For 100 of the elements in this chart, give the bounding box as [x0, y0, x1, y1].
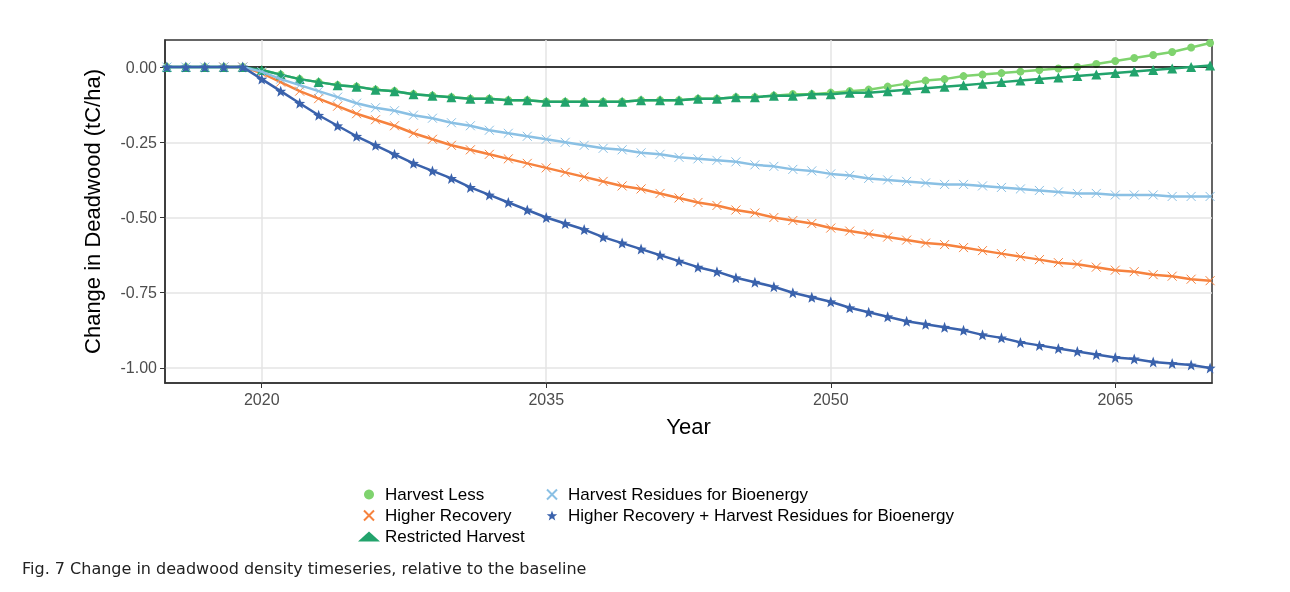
point	[825, 223, 836, 234]
point	[1167, 191, 1178, 202]
point	[787, 164, 798, 175]
point	[540, 212, 552, 224]
point	[996, 182, 1007, 193]
point	[484, 125, 495, 136]
point	[978, 70, 987, 79]
y-tick-label: -0.50	[120, 209, 158, 227]
point	[351, 108, 362, 119]
point	[407, 157, 419, 169]
point	[958, 324, 970, 336]
point	[1167, 63, 1178, 74]
y-tick-label: -0.25	[120, 133, 158, 151]
point	[1091, 262, 1102, 273]
point	[275, 85, 287, 97]
point	[1205, 191, 1216, 202]
point	[1053, 186, 1064, 197]
point	[1148, 269, 1159, 280]
point	[465, 120, 476, 131]
point	[959, 72, 968, 81]
point	[768, 212, 779, 223]
legend-label: Harvest Less	[385, 485, 485, 504]
point	[1111, 57, 1120, 66]
point	[1015, 251, 1026, 262]
point	[617, 180, 628, 191]
point	[389, 148, 401, 160]
point	[711, 200, 722, 211]
point	[408, 110, 419, 121]
point	[1167, 271, 1178, 282]
point	[787, 215, 798, 226]
point	[692, 261, 704, 273]
point	[1168, 48, 1177, 57]
point	[1091, 69, 1102, 80]
point	[901, 315, 913, 327]
point	[1130, 54, 1139, 63]
point	[655, 188, 666, 199]
point	[806, 165, 817, 176]
point	[541, 162, 552, 173]
point	[1206, 39, 1215, 48]
point	[692, 197, 703, 208]
point	[446, 117, 457, 128]
point	[351, 98, 362, 109]
point	[389, 120, 400, 131]
point	[483, 189, 495, 201]
point	[560, 137, 571, 148]
point	[940, 75, 949, 84]
point	[863, 306, 875, 318]
caption: Fig. 7 Change in deadwood density timeseries, relative to the baseline	[22, 558, 587, 578]
point	[958, 242, 969, 253]
point	[1187, 43, 1196, 52]
point	[636, 147, 647, 158]
point	[1110, 68, 1121, 79]
point	[882, 86, 893, 97]
point	[1110, 189, 1121, 200]
y-axis-title: Change in Deadwood (tC/ha)	[79, 69, 105, 354]
point	[370, 114, 381, 125]
point	[958, 80, 969, 91]
point	[1015, 75, 1026, 86]
point	[1186, 274, 1197, 285]
point	[1110, 265, 1121, 276]
point	[578, 224, 590, 236]
point	[1015, 183, 1026, 194]
point	[939, 321, 951, 333]
x-tick-label: 2035	[528, 390, 565, 408]
point	[749, 159, 760, 170]
point	[901, 84, 912, 95]
point	[370, 139, 382, 151]
x-tick-label: 2065	[1097, 390, 1134, 408]
point	[996, 248, 1007, 259]
point	[655, 149, 666, 160]
point	[844, 226, 855, 237]
point	[863, 173, 874, 184]
point	[806, 291, 818, 303]
point	[370, 102, 381, 113]
point	[787, 287, 799, 299]
point	[977, 180, 988, 191]
point	[541, 134, 552, 145]
point	[1129, 266, 1140, 277]
point	[730, 205, 741, 215]
point	[711, 155, 722, 166]
point	[636, 183, 647, 194]
point	[503, 128, 514, 139]
point	[560, 167, 571, 178]
point	[1034, 74, 1045, 85]
point	[1034, 185, 1045, 196]
point	[673, 255, 685, 267]
point	[730, 272, 742, 284]
x-tick-label: 2050	[812, 390, 849, 408]
point	[768, 161, 779, 172]
point	[939, 239, 950, 250]
point	[1186, 191, 1197, 202]
x-axis-title: Year	[666, 413, 711, 439]
point	[1128, 353, 1140, 365]
point	[635, 243, 647, 255]
point	[882, 174, 893, 185]
point	[920, 177, 931, 188]
point	[464, 181, 476, 193]
point	[1129, 66, 1140, 77]
point	[427, 113, 438, 124]
point	[408, 128, 419, 139]
